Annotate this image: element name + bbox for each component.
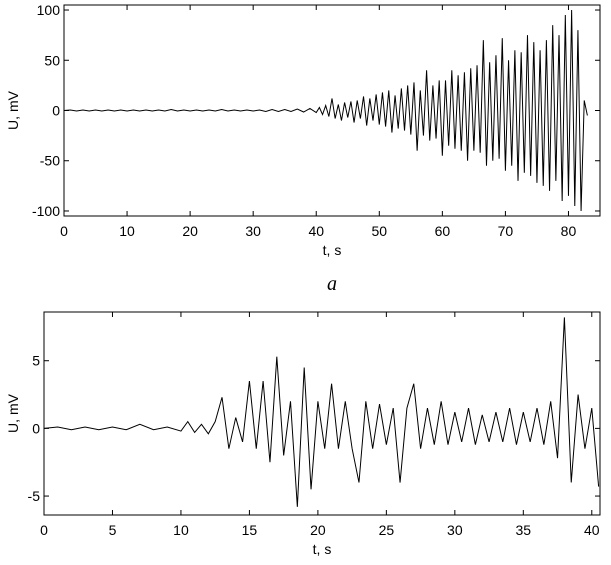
plot-area: [44, 312, 600, 515]
signal-line: [63, 10, 588, 211]
y-tick-label: 50: [44, 52, 60, 68]
x-tick-label: 35: [516, 522, 532, 538]
x-tick-label: 30: [245, 223, 261, 239]
x-tick-label: 40: [584, 522, 600, 538]
x-tick-label: 0: [60, 223, 68, 239]
x-tick-label: 25: [379, 522, 395, 538]
y-tick-label: 100: [37, 2, 61, 18]
y-tick-label: 0: [52, 103, 60, 119]
x-tick-label: 20: [182, 223, 198, 239]
y-tick-label: -5: [28, 488, 41, 504]
x-tick-label: 5: [109, 522, 117, 538]
y-axis-label: U, mV: [5, 393, 21, 433]
y-tick-label: -50: [40, 153, 60, 169]
x-tick-label: 10: [119, 223, 135, 239]
x-tick-label: 15: [242, 522, 258, 538]
signal-line: [43, 317, 600, 507]
y-tick-label: -100: [32, 203, 60, 219]
x-tick-label: 20: [310, 522, 326, 538]
x-tick-label: 10: [173, 522, 189, 538]
x-axis-label: t, s: [323, 242, 342, 258]
x-tick-label: 40: [308, 223, 324, 239]
x-axis-label: t, s: [313, 541, 332, 557]
x-tick-label: 50: [372, 223, 388, 239]
caption: a: [327, 273, 337, 295]
x-tick-label: 0: [40, 522, 48, 538]
x-tick-label: 70: [498, 223, 514, 239]
y-axis-label: U, mV: [5, 90, 21, 130]
x-tick-label: 30: [447, 522, 463, 538]
y-tick-label: 5: [32, 353, 40, 369]
x-tick-label: 80: [561, 223, 577, 239]
axes-box: [43, 311, 601, 516]
y-tick-label: 0: [32, 420, 40, 436]
x-tick-label: 60: [435, 223, 451, 239]
